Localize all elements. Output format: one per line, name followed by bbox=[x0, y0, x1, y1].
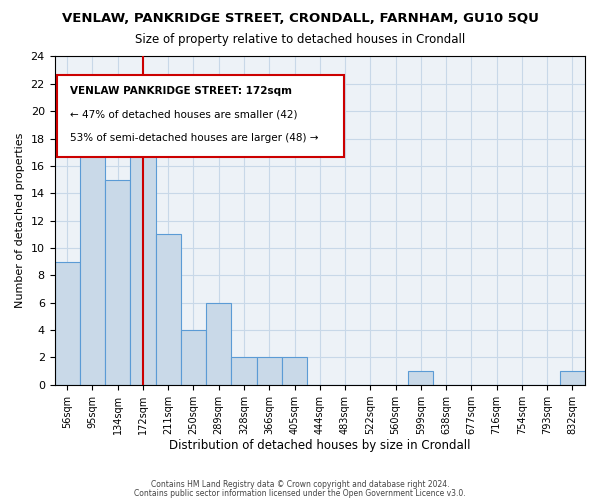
Bar bbox=[55, 262, 80, 384]
Bar bbox=[560, 371, 585, 384]
Bar bbox=[282, 358, 307, 384]
Bar bbox=[105, 180, 130, 384]
Bar bbox=[206, 302, 232, 384]
FancyBboxPatch shape bbox=[57, 74, 344, 156]
Bar bbox=[408, 371, 433, 384]
Y-axis label: Number of detached properties: Number of detached properties bbox=[15, 133, 25, 308]
Text: VENLAW PANKRIDGE STREET: 172sqm: VENLAW PANKRIDGE STREET: 172sqm bbox=[70, 86, 292, 96]
Text: Size of property relative to detached houses in Crondall: Size of property relative to detached ho… bbox=[135, 32, 465, 46]
Text: 53% of semi-detached houses are larger (48) →: 53% of semi-detached houses are larger (… bbox=[70, 134, 319, 143]
Bar bbox=[80, 125, 105, 384]
Bar bbox=[181, 330, 206, 384]
Bar bbox=[257, 358, 282, 384]
Text: VENLAW, PANKRIDGE STREET, CRONDALL, FARNHAM, GU10 5QU: VENLAW, PANKRIDGE STREET, CRONDALL, FARN… bbox=[62, 12, 538, 26]
Bar bbox=[232, 358, 257, 384]
X-axis label: Distribution of detached houses by size in Crondall: Distribution of detached houses by size … bbox=[169, 440, 470, 452]
Text: Contains HM Land Registry data © Crown copyright and database right 2024.: Contains HM Land Registry data © Crown c… bbox=[151, 480, 449, 489]
Bar bbox=[155, 234, 181, 384]
Text: ← 47% of detached houses are smaller (42): ← 47% of detached houses are smaller (42… bbox=[70, 110, 298, 120]
Bar bbox=[130, 125, 155, 384]
Text: Contains public sector information licensed under the Open Government Licence v3: Contains public sector information licen… bbox=[134, 488, 466, 498]
